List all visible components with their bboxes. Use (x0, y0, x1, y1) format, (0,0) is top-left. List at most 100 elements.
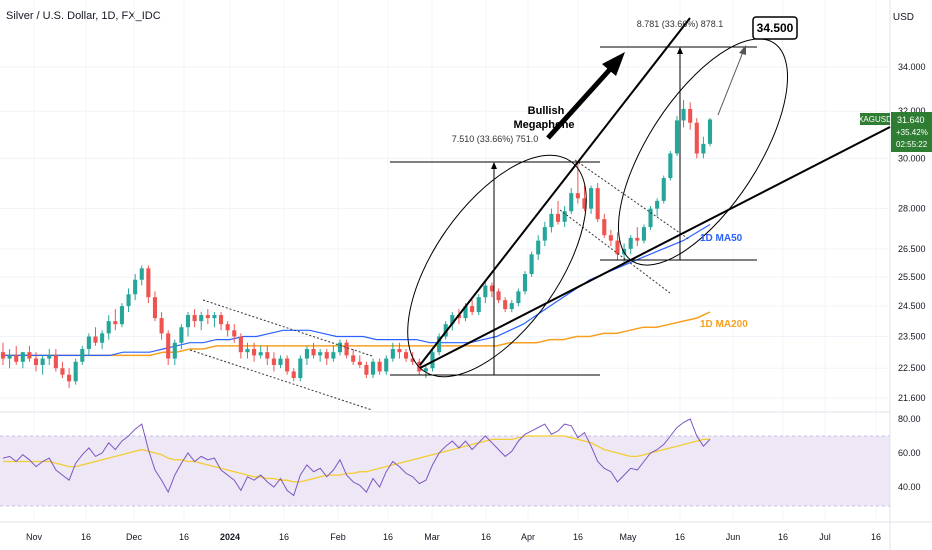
candle-body (575, 193, 580, 199)
time-tick-label: 16 (279, 532, 289, 542)
countdown-text: 02:55:22 (896, 140, 928, 149)
candle-body (7, 355, 12, 359)
candle-body (258, 352, 263, 356)
candle-body (582, 198, 587, 209)
candle-body (93, 336, 98, 343)
candle-body (199, 315, 204, 322)
candle-body (278, 358, 283, 365)
candle-body (694, 122, 699, 154)
time-tick-label: Jun (726, 532, 741, 542)
candle-body (384, 358, 389, 372)
candle-body (166, 333, 171, 359)
candle-body (688, 108, 693, 123)
channel2-bottom (559, 209, 671, 294)
candle-body (569, 193, 574, 212)
time-tick-label: Dec (126, 532, 143, 542)
ma50-label: 1D MA50 (700, 233, 743, 244)
price-badge (891, 112, 932, 152)
ellipse-2 (617, 38, 789, 266)
candle-body (232, 330, 237, 337)
time-tick-label: 16 (383, 532, 393, 542)
candle-body (344, 342, 349, 356)
candle-body (555, 213, 561, 222)
rsi-line (2, 418, 711, 497)
candle-body (139, 268, 144, 280)
candle-body (324, 352, 329, 359)
candle-body (562, 211, 567, 222)
rsi-tick-label: 60.00 (898, 448, 921, 458)
candle-body (410, 358, 415, 362)
time-tick-label: Apr (521, 532, 535, 542)
candle-body (390, 349, 395, 359)
candle-body (522, 274, 528, 292)
candle-body (47, 355, 52, 359)
candle-body (67, 374, 72, 382)
candle-body (238, 336, 243, 353)
candle-body (133, 279, 138, 295)
megaphone-upper-line (419, 17, 691, 366)
candle-body (589, 188, 594, 209)
measure2-label: 8.781 (33.66%) 878.1 (637, 19, 724, 29)
candle-body (179, 327, 184, 343)
candle-body (218, 315, 224, 325)
price-tick-label: 30.000 (898, 153, 926, 163)
candle-body (443, 324, 448, 337)
candle-body (152, 297, 158, 319)
candle-body (496, 291, 501, 301)
pattern-label-line1: Bullish (528, 105, 565, 117)
candle-body (516, 291, 521, 304)
candle-body (311, 349, 316, 356)
time-tick-label: May (619, 532, 637, 542)
candle-body (245, 349, 250, 353)
candle-body (536, 240, 541, 255)
candle-body (192, 315, 197, 322)
candle-body (285, 358, 290, 372)
price-tick-label: 34.000 (898, 62, 926, 72)
price-tick-label: 28.000 (898, 204, 926, 214)
candle-body (53, 355, 58, 369)
candle-body (483, 285, 488, 298)
channel2-top (574, 159, 691, 241)
candle-body (212, 315, 217, 319)
time-tick-label: Jul (819, 532, 831, 542)
candle-body (463, 306, 468, 319)
price-tick-label: 23.500 (898, 331, 926, 341)
candle-body (635, 237, 640, 241)
time-tick-label: 16 (179, 532, 189, 542)
candle-body (27, 352, 32, 359)
time-tick-label: Nov (26, 532, 43, 542)
ma200-label: 1D MA200 (700, 319, 748, 330)
time-tick-label: 16 (573, 532, 583, 542)
candle-body (470, 306, 475, 313)
current-price-label: XAGUSD 31.640 +35.42% 02:55:22 (858, 112, 932, 152)
candle-body (542, 227, 547, 241)
bullish-arrow-head (602, 52, 625, 76)
rsi-ma-line (3, 435, 710, 483)
candle-body (86, 336, 91, 350)
candle-body (265, 352, 270, 359)
candle-body (602, 219, 607, 236)
candle-body (423, 368, 428, 372)
candle-body (450, 315, 455, 325)
candle-body (337, 342, 343, 353)
price-tick-label: 24.500 (898, 301, 926, 311)
candle-body (370, 361, 376, 375)
candle-body (549, 213, 554, 228)
candle-body (628, 237, 633, 249)
time-tick-label: 16 (675, 532, 685, 542)
ellipse-1 (407, 154, 587, 378)
target-box (752, 16, 798, 40)
candle-body (377, 361, 382, 372)
ma200-line (3, 311, 711, 357)
candle-body (648, 208, 653, 228)
candle-body (707, 119, 713, 144)
price-tick-label: 25.500 (898, 272, 926, 282)
candle-body (159, 318, 164, 334)
time-tick-label: 16 (871, 532, 881, 542)
candle-body (0, 352, 6, 359)
candle-body (304, 349, 309, 359)
price-tick-label: 26.500 (898, 244, 926, 254)
time-axis: Nov 16 Dec 16 2024 16 Feb 16 Mar 16 Apr 16 May 16 Jun 1… (26, 532, 881, 542)
candle-body (595, 188, 600, 220)
